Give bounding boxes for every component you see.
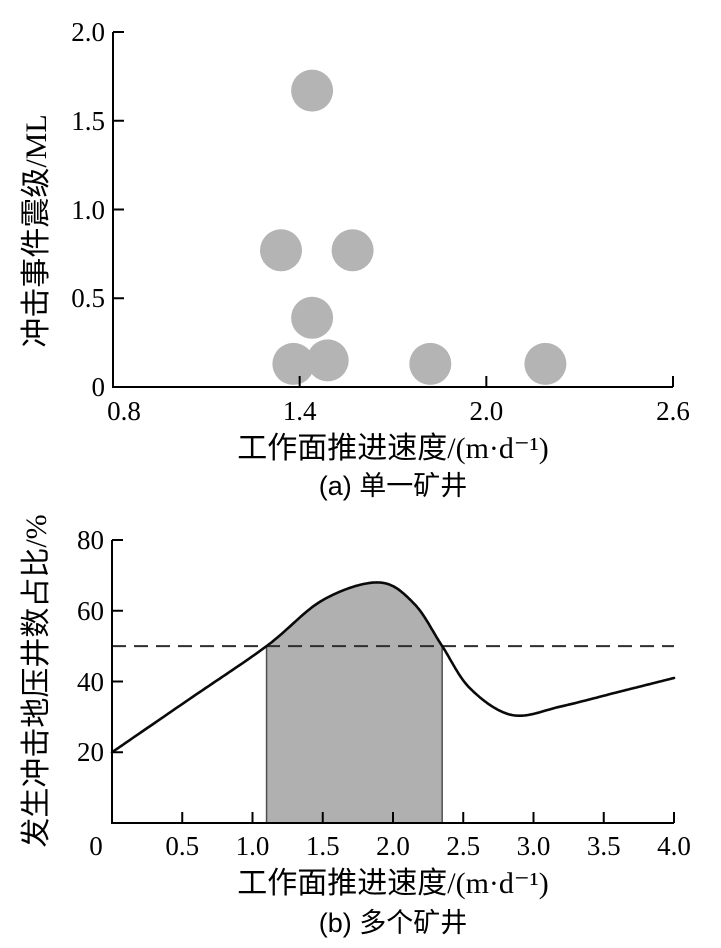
chart-b-y-tick-label: 40 [77, 666, 104, 697]
scatter-point [331, 229, 374, 272]
chart-b-x-tick-label: 1.5 [305, 831, 340, 861]
chart-b-curve [110, 581, 676, 754]
chart-b-axes [111, 539, 675, 824]
chart-a-x-axis-title: 工作面推进速度/(m·d⁻¹) [237, 432, 549, 465]
chart-b-y-tick-label: 80 [77, 525, 104, 555]
chart-a-y-tick-label: 2.0 [71, 17, 105, 47]
chart-b-x-tick-label: 3.5 [586, 831, 621, 861]
chart-a-axes [112, 31, 674, 388]
chart-a-x-tick-label: 1.4 [282, 396, 317, 426]
scatter-point [409, 342, 452, 385]
chart-a-x-tick-label: 2.6 [656, 396, 690, 426]
chart-a-x-tick-label: 2.0 [469, 396, 504, 426]
chart-b-y-tick-label: 20 [77, 737, 104, 768]
chart-b-shaded-region [266, 582, 443, 823]
chart-b-x-axis-title: 工作面推进速度/(m·d⁻¹) [237, 867, 549, 900]
chart-b-x-tick-label: 4.0 [657, 831, 691, 861]
chart-b-x-tick-label: 1.0 [235, 831, 270, 861]
chart-b-x-tick-label: 0 [89, 831, 103, 861]
chart-a-y-tick-label: 1.5 [71, 105, 105, 136]
chart-a-caption: (a) 单一矿井 [318, 471, 468, 501]
chart-b-x-tick-label: 2.5 [446, 831, 481, 861]
chart-a-scatter-points [260, 69, 567, 385]
scatter-point [291, 69, 334, 112]
scatter-point [272, 342, 315, 385]
chart-a-y-tick-label: 1.0 [71, 194, 105, 225]
chart-b-x-tick-label: 2.0 [376, 831, 410, 861]
chart-a-y-tick-label: 0 [91, 372, 106, 402]
scatter-point [306, 339, 349, 382]
chart-b-y-tick-label: 60 [77, 595, 104, 626]
chart-a-y-tick-label: 0.5 [71, 283, 105, 314]
scatter-point [260, 229, 302, 272]
chart-a-x-tick-label: 0.8 [107, 396, 141, 426]
chart-b-x-tick-label: 3.0 [516, 831, 551, 861]
scatter-point [291, 296, 334, 339]
scatter-point [524, 342, 567, 385]
chart-b-caption: (b) 多个矿井 [318, 908, 468, 938]
chart-b-x-tick-label: 0.5 [165, 831, 200, 861]
